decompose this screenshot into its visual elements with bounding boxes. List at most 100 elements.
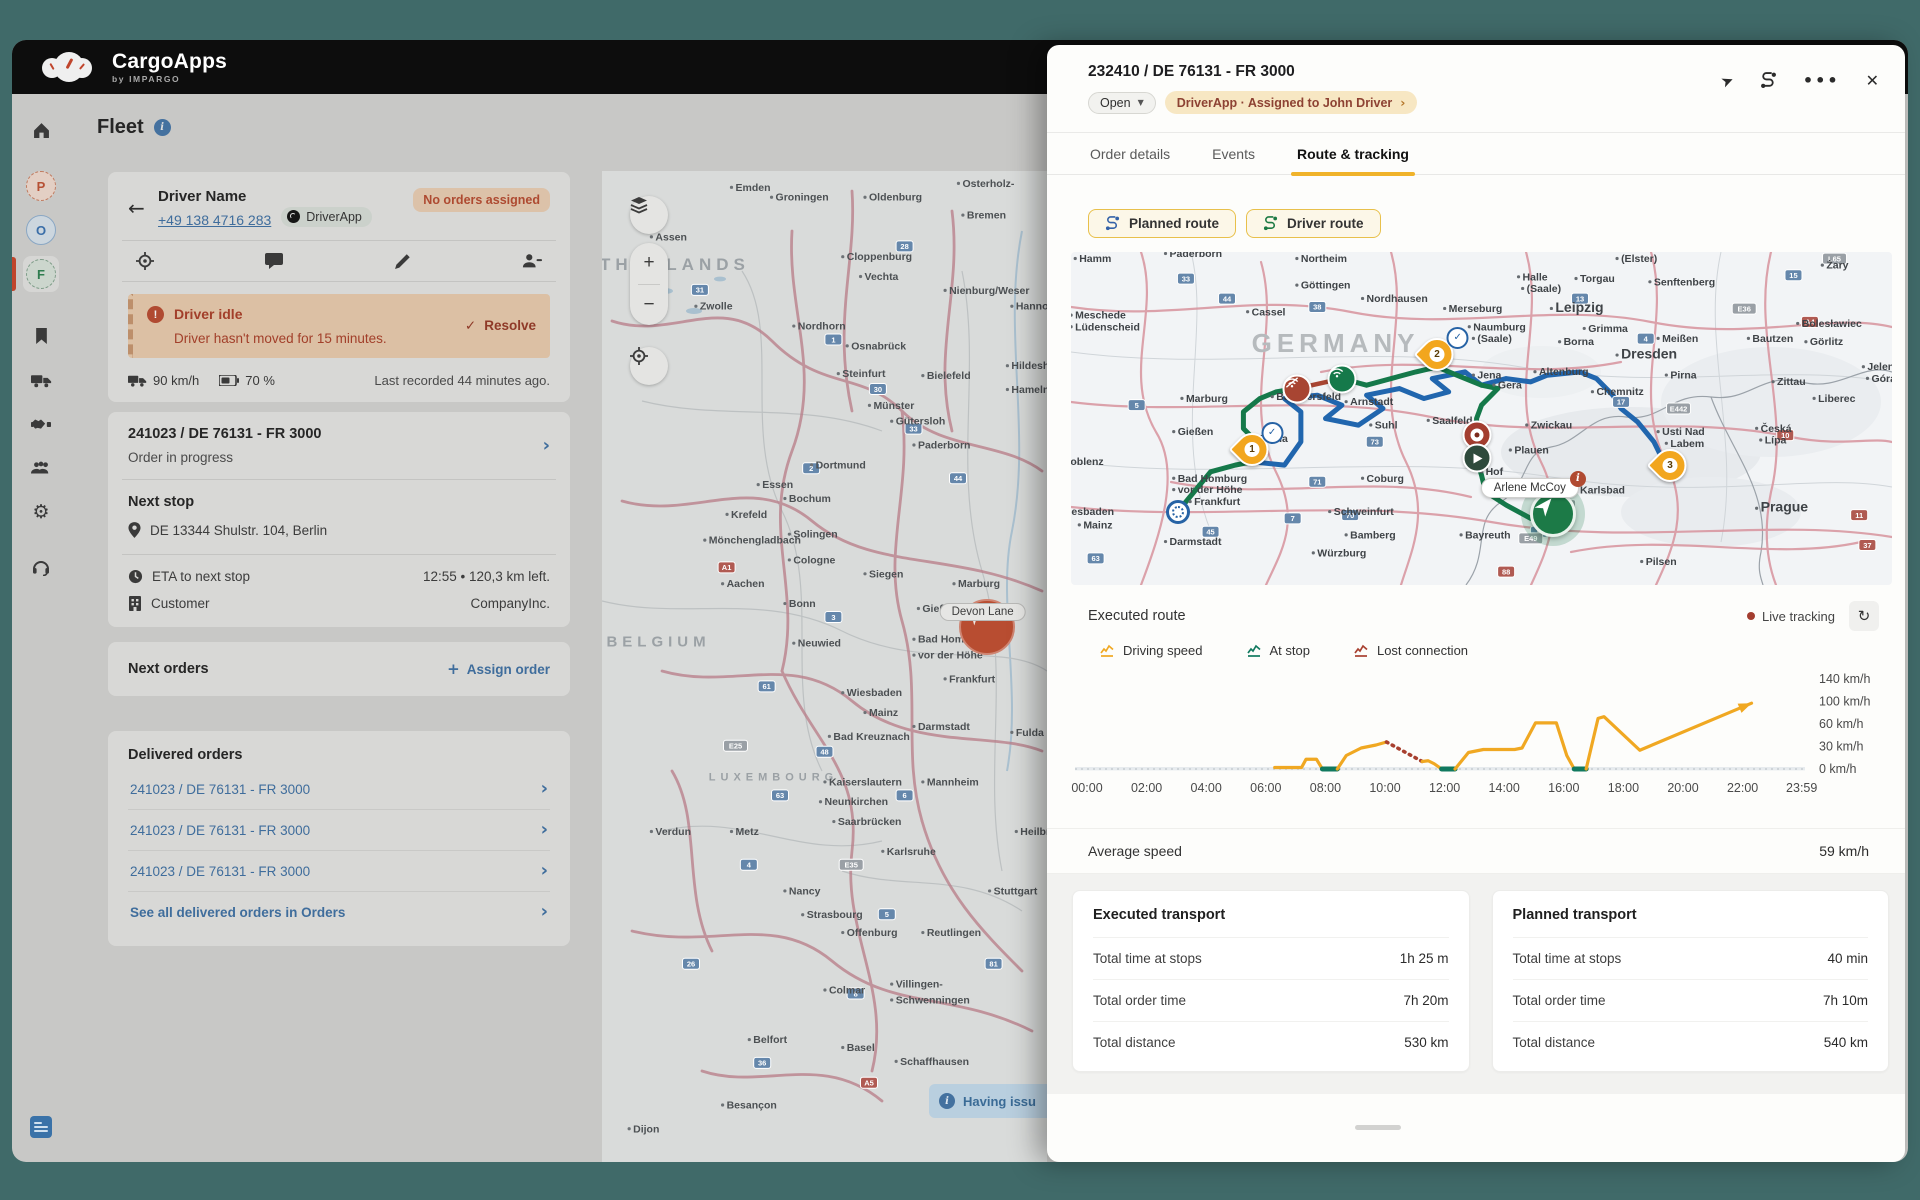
sidebar-item-team[interactable] — [23, 450, 59, 486]
map-layers-button[interactable] — [630, 196, 668, 234]
chart-series — [1453, 721, 1576, 771]
status-dropdown[interactable]: Open ▼ — [1088, 91, 1156, 114]
resolve-button[interactable]: ✓ Resolve — [464, 318, 536, 334]
x-axis-tick: 16:00 — [1548, 781, 1579, 795]
map-city-dot — [1188, 499, 1192, 504]
stat-row: Total time at stops 1h 25 m — [1093, 938, 1449, 980]
edit-pencil-icon[interactable] — [394, 253, 411, 270]
order-row[interactable]: 241023 / DE 76131 - FR 3000 Order in pro… — [128, 426, 550, 465]
map-city-dot — [841, 691, 845, 695]
map-city-label: Wiesbaden — [1071, 506, 1114, 518]
route-map[interactable]: GERMANY33443815134177371707634595E36L65E… — [1071, 252, 1892, 585]
connection-lost-marker[interactable] — [1282, 374, 1312, 404]
sidebar-avatar-f-active[interactable]: F — [23, 256, 59, 292]
line-chart-icon — [1354, 644, 1368, 657]
sidebar-avatar-o[interactable]: O — [23, 212, 59, 248]
driver-route-toggle[interactable]: Driver route — [1246, 209, 1381, 238]
sidebar-item-bookmarks[interactable] — [23, 318, 59, 354]
tab-route-tracking[interactable]: Route & tracking — [1290, 133, 1416, 176]
person-minus-icon[interactable] — [522, 253, 542, 269]
delivered-order-row[interactable]: 241023 / DE 76131 - FR 3000 › — [130, 778, 548, 799]
route-stop-pin-3[interactable]: 3 — [1646, 442, 1694, 490]
see-all-delivered-link[interactable]: See all delivered orders in Orders › — [128, 891, 550, 932]
having-issues-banner[interactable]: i Having issu — [929, 1084, 1047, 1118]
executed-route-label: Executed route — [1088, 608, 1186, 624]
map-city-dot — [721, 582, 725, 586]
map-city-label: vor der Höhe — [1178, 484, 1243, 496]
map-city-label: Bad Homburg — [1178, 473, 1247, 485]
zoom-in-button[interactable]: + — [643, 252, 655, 274]
map-city-label: Grimma — [1588, 323, 1628, 335]
delivered-order-row[interactable]: 241023 / DE 76131 - FR 3000 › — [128, 850, 550, 891]
road-shield: 81 — [984, 957, 1003, 970]
sidebar-item-partners[interactable] — [23, 406, 59, 442]
map-city-label: Cassel — [1252, 306, 1286, 318]
tab-events[interactable]: Events — [1212, 146, 1255, 162]
brand-name: CargoApps — [112, 49, 227, 73]
sidebar-item-fleet[interactable] — [23, 362, 59, 398]
resume-play-marker[interactable] — [1462, 443, 1492, 473]
road-shield: 17 — [1612, 395, 1631, 408]
order-id: 241023 / DE 76131 - FR 3000 — [128, 426, 322, 442]
map-city-label: Saalfeld — [1432, 415, 1472, 427]
info-icon[interactable]: i — [153, 119, 171, 136]
refresh-button[interactable]: ↻ — [1849, 601, 1879, 631]
map-city-label: Jelenia — [1867, 361, 1892, 373]
road-shield: A1 — [717, 561, 736, 574]
map-city-dot — [1812, 396, 1816, 400]
stat-row: Total order time 7h 10m — [1512, 980, 1868, 1022]
map-city-label: Göttingen — [1301, 280, 1351, 292]
sidebar-avatar-p[interactable]: P — [23, 168, 59, 204]
road-shield: 63 — [771, 789, 789, 802]
stat-row: Total time at stops 40 min — [1512, 938, 1868, 980]
back-button[interactable]: ← — [128, 196, 145, 220]
scrollbar-thumb[interactable] — [1355, 1125, 1401, 1130]
next-stop-address: DE 13344 Shulstr. 104, Berlin — [150, 522, 328, 538]
x-axis-tick: 20:00 — [1667, 781, 1698, 795]
zoom-out-button[interactable]: − — [643, 293, 655, 315]
map-city-label: Naumburg — [1473, 321, 1526, 333]
driverapp-badge: DriverApp — [281, 206, 372, 227]
delivered-heading: Delivered orders — [128, 747, 243, 763]
road-shield: 26 — [682, 957, 700, 970]
locate-icon[interactable] — [136, 252, 154, 270]
sidebar-item-home[interactable] — [23, 112, 59, 148]
assignment-badge[interactable]: DriverApp · Assigned to John Driver › — [1164, 91, 1418, 114]
more-button[interactable]: ••• — [1802, 71, 1840, 90]
sidebar-item-support[interactable] — [23, 550, 59, 586]
map-city-dot — [1360, 476, 1365, 480]
driver-position-marker[interactable]: Arlene McCoy i — [1480, 470, 1586, 537]
sidebar-item-settings[interactable]: ⚙ — [23, 494, 59, 530]
whats-new-button[interactable] — [30, 1116, 52, 1138]
assign-order-button[interactable]: + Assign order — [447, 660, 550, 678]
map-city-label: Hannover — [1016, 301, 1047, 313]
map-city-label: Hamm — [1079, 253, 1111, 265]
map-city-dot — [912, 653, 916, 657]
driver-phone-link[interactable]: +49 138 4716 283 — [158, 212, 272, 228]
map-city-label: Krefeld — [731, 509, 767, 521]
map-city-dot — [1471, 336, 1475, 341]
map-city-label: Gera — [1498, 380, 1522, 392]
svg-text:88: 88 — [1502, 567, 1510, 576]
map-city-label: Żary — [1826, 259, 1848, 272]
executed-transport-card: Executed transport Total time at stops 1h… — [1072, 890, 1470, 1072]
delivered-order-row[interactable]: 241023 / DE 76131 - FR 3000 › — [128, 809, 550, 850]
planned-route-toggle[interactable]: Planned route — [1088, 209, 1237, 238]
send-button[interactable]: ➤ — [1718, 69, 1737, 92]
svg-text:30: 30 — [874, 385, 882, 394]
fleet-map[interactable]: NETHERLANDSBELGIUMLUXEMBOURG312813033244… — [602, 171, 1047, 1162]
current-order-card: 241023 / DE 76131 - FR 3000 Order in pro… — [108, 412, 570, 627]
route-stop-pin-1[interactable]: 1 ✓ — [1228, 421, 1284, 473]
map-locate-button[interactable] — [630, 347, 668, 385]
map-city-dot — [890, 998, 894, 1002]
tab-order-details[interactable]: Order details — [1090, 146, 1171, 162]
vehicle-marker[interactable]: Devon Lane — [939, 598, 1026, 655]
route-stop-pin-2[interactable]: 2 ✓ — [1413, 326, 1469, 378]
route-start-marker[interactable] — [1165, 499, 1190, 524]
chat-icon[interactable] — [265, 253, 283, 269]
route-button[interactable] — [1760, 72, 1777, 89]
chevron-down-icon: ▼ — [1137, 98, 1144, 107]
chevron-right-icon: › — [540, 778, 548, 799]
close-button[interactable]: ✕ — [1865, 71, 1879, 90]
connection-restored-marker[interactable] — [1327, 364, 1357, 394]
